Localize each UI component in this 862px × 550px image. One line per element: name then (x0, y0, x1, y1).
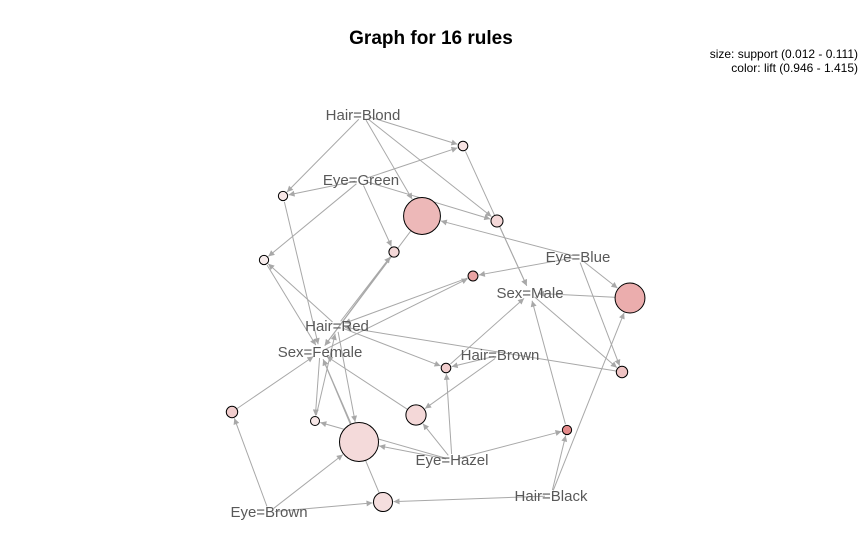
edge-hair_black-to-r16 (393, 495, 546, 505)
edge-eye_blue-to-r8 (582, 260, 618, 289)
edge-r2-to-sex_female (283, 201, 320, 345)
edge-hair_brown-to-r9 (451, 355, 495, 369)
rule-node-r9 (440, 362, 452, 374)
rule-node-r8 (614, 282, 646, 314)
edge-hair_blond-to-r4 (367, 118, 492, 218)
edge-eye_hazel-to-r15 (457, 430, 562, 459)
legend-color-text: color: lift (0.946 - 1.415) (731, 61, 858, 75)
edge-r6-to-sex_female (324, 256, 391, 346)
graph-title: Graph for 16 rules (349, 28, 513, 49)
size-color-legend: size: support (0.012 - 0.111) color: lif… (710, 47, 858, 75)
edge-eye_blue-to-r3 (440, 219, 573, 256)
edge-sex_male-to-r10 (534, 296, 618, 369)
rule-node-r16 (373, 492, 393, 512)
edge-r8-to-sex_male (537, 290, 625, 299)
edge-sex_female-to-r12 (312, 357, 321, 416)
rule-node-r7 (467, 270, 479, 282)
edge-eye_brown-to-r14 (273, 454, 344, 509)
edge-r13-to-sex_female (326, 355, 412, 413)
rule-node-r15 (561, 424, 573, 436)
edge-r4-to-sex_male (499, 226, 528, 286)
rule-node-r11 (225, 405, 239, 419)
rule-node-r6 (388, 246, 400, 258)
edge-sex_female-to-r7 (325, 278, 468, 350)
rule-node-r13 (405, 404, 427, 426)
item-label-eye-green: Eye=Green (323, 172, 399, 189)
edge-r7-to-hair_red (344, 277, 468, 324)
edge-layer (233, 116, 625, 512)
edge-eye_hazel-to-r14 (379, 444, 447, 460)
item-label-eye-hazel: Eye=Hazel (416, 452, 489, 469)
edge-eye_green-to-r5 (268, 183, 357, 257)
edge-r10-to-hair_red (344, 325, 617, 372)
edge-hair_black-to-r15 (551, 435, 568, 491)
rule-node-r5 (258, 254, 270, 266)
item-label-hair-blond: Hair=Blond (326, 107, 401, 124)
edge-hair_red-to-r14 (337, 331, 358, 422)
rule-node-r4 (490, 214, 504, 228)
edge-eye_green-to-r6 (363, 185, 392, 247)
edge-r5-to-sex_female (266, 264, 317, 346)
item-label-eye-blue: Eye=Blue (546, 249, 611, 266)
edge-r15-to-sex_male (530, 300, 566, 425)
item-label-hair-brown: Hair=Brown (461, 347, 540, 364)
edge-hair_blond-to-r1 (368, 116, 458, 146)
legend-size-text: size: support (0.012 - 0.111) (709, 47, 858, 61)
edge-eye_hazel-to-r12 (320, 421, 447, 459)
rule-node-r12 (310, 416, 320, 426)
item-label-sex-female: Sex=Female (278, 344, 363, 361)
edge-eye_hazel-to-r9 (443, 373, 453, 455)
rule-node-r10 (615, 365, 629, 379)
edge-hair_brown-to-r13 (424, 358, 496, 409)
edge-eye_green-to-r2 (288, 180, 356, 197)
item-label-hair-black: Hair=Black (515, 488, 588, 505)
edge-hair_blond-to-r3 (365, 119, 413, 200)
edge-r11-to-sex_female (236, 356, 314, 410)
edge-r9-to-sex_male (450, 297, 525, 365)
rule-node-layer (225, 140, 646, 512)
edge-eye_green-to-r1 (366, 146, 458, 179)
item-label-layer: Hair=Blond Eye=Green Eye=Blue Sex=Male Hair=… (230, 107, 610, 521)
item-label-hair-red: Hair=Red (305, 318, 369, 335)
edge-hair_black-to-r8 (552, 312, 625, 491)
edge-eye_hazel-to-r13 (422, 423, 449, 456)
edge-hair_red-to-r9 (342, 327, 441, 367)
item-label-eye-brown: Eye=Brown (230, 504, 307, 521)
edge-eye_blue-to-r7 (478, 257, 573, 277)
item-label-sex-male: Sex=Male (496, 285, 563, 302)
rule-node-r14 (339, 422, 379, 462)
rule-node-r3 (403, 197, 441, 235)
edge-eye_brown-to-r11 (233, 418, 268, 507)
edge-hair_blond-to-r2 (286, 118, 360, 193)
edge-eye_brown-to-r16 (274, 500, 373, 512)
edge-hair_red-to-r5 (267, 263, 333, 323)
rule-node-r2 (277, 190, 289, 202)
rule-node-r1 (457, 140, 469, 152)
edge-r12-to-hair_red (315, 333, 337, 416)
edge-eye_blue-to-r10 (579, 262, 621, 366)
